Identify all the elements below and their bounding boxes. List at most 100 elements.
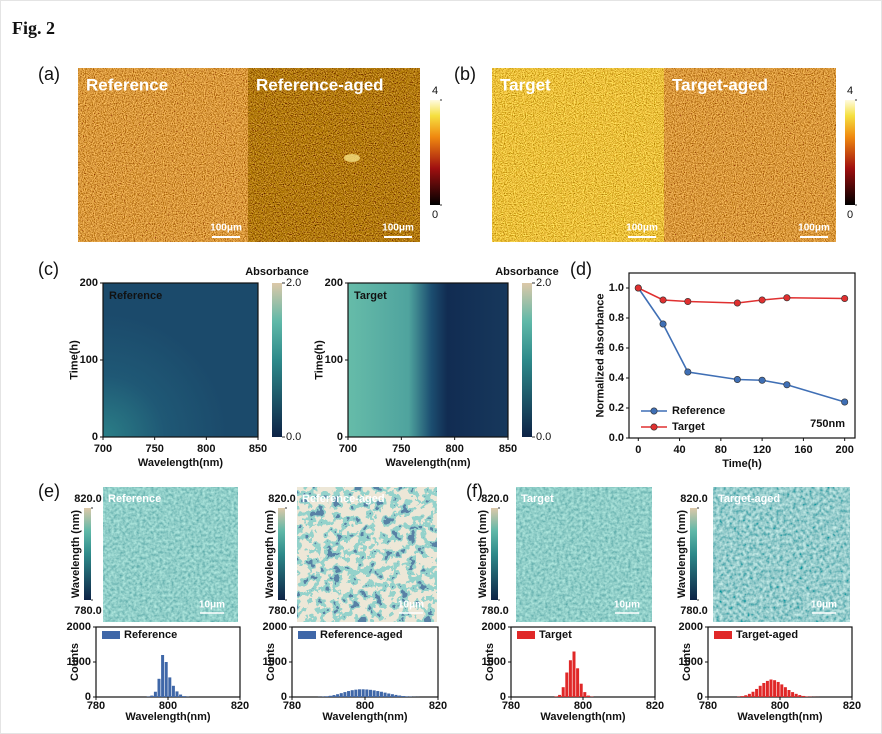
x-axis-label: Wavelength(nm) — [125, 711, 210, 723]
image-label: Target — [521, 493, 554, 505]
histogram-bar — [405, 696, 409, 697]
panel-label: (a) — [38, 64, 60, 84]
histogram-bar — [164, 662, 168, 697]
histogram-bar — [740, 696, 744, 697]
histogram-bar — [361, 689, 365, 697]
y-axis-label: Normalized absorbance — [594, 293, 606, 417]
histogram-bar — [383, 692, 387, 697]
x-tick-label: 800 — [445, 443, 463, 455]
legend-label: Reference — [124, 629, 177, 641]
histogram-bar — [554, 696, 558, 697]
image-label: Target — [500, 75, 551, 94]
data-point — [841, 294, 849, 302]
y-tick-label: 0.8 — [609, 312, 624, 324]
x-tick-label: 160 — [794, 444, 812, 456]
data-point — [758, 376, 766, 384]
x-tick-label: 0 — [635, 444, 641, 456]
x-tick-label: 820 — [429, 700, 447, 712]
legend-swatch — [298, 631, 316, 639]
histogram-bar — [171, 685, 175, 697]
histogram-bar — [579, 683, 583, 697]
annotation: 750nm — [810, 418, 845, 430]
histogram-bar — [561, 687, 565, 697]
y-tick-label: 1000 — [482, 656, 506, 668]
x-tick-label: 780 — [699, 700, 717, 712]
y-tick-label: 1000 — [67, 656, 91, 668]
x-tick-label: 800 — [356, 700, 374, 712]
y-tick-label: 2000 — [679, 621, 703, 633]
colorbar — [845, 100, 855, 205]
histogram-bar — [398, 695, 402, 697]
histogram-bar — [161, 655, 165, 697]
histogram-bar — [157, 678, 161, 697]
scale-bar-label: 100μm — [210, 223, 242, 234]
histogram-bar — [150, 695, 154, 697]
histogram-bar — [751, 691, 755, 697]
panel-label: (c) — [38, 259, 59, 279]
x-tick-label: 200 — [836, 444, 854, 456]
histogram-bar — [801, 695, 805, 697]
histogram-bar — [387, 693, 391, 697]
x-axis-label: Wavelength(nm) — [540, 711, 625, 723]
heatmap-title: Reference — [109, 290, 162, 302]
legend-label: Target-aged — [736, 629, 798, 641]
x-tick-label: 850 — [499, 443, 517, 455]
y-tick-label: 0.4 — [609, 372, 625, 384]
y-tick-label: 0.0 — [609, 432, 624, 444]
colorbar-tick-label: 820.0 — [268, 493, 296, 505]
image-label: Reference-aged — [302, 493, 385, 505]
data-point — [659, 296, 667, 304]
histogram-bar — [791, 692, 795, 697]
x-axis-label: Wavelength(nm) — [138, 457, 223, 469]
x-tick-label: 120 — [753, 444, 771, 456]
y-axis-label: Time(h) — [68, 340, 80, 380]
histogram-bar — [765, 680, 769, 697]
image-label: Reference — [86, 75, 168, 94]
histogram-bar — [572, 651, 576, 697]
colorbar — [690, 508, 697, 600]
y-tick-label: 0 — [281, 691, 287, 703]
legend-label: Reference-aged — [320, 629, 403, 641]
afm-image — [664, 68, 836, 242]
data-point — [783, 294, 791, 302]
colorbar-title: Wavelength (nm) — [70, 510, 82, 599]
y-tick-label: 0 — [92, 431, 98, 443]
colorbar — [278, 508, 285, 600]
histogram-bar — [586, 695, 590, 697]
histogram-bar — [394, 694, 398, 697]
scale-bar-label: 10μm — [199, 600, 225, 611]
y-axis-label: Counts — [69, 643, 81, 681]
heatmap-image — [103, 283, 258, 437]
histogram-bar — [175, 691, 179, 697]
colorbar-tick-label: 780.0 — [268, 605, 296, 617]
histogram-bar — [347, 691, 351, 697]
colorbar-tick-label: 2.0 — [286, 277, 301, 289]
y-tick-label: 100 — [80, 354, 98, 366]
colorbar-tick-label: 4 — [432, 85, 438, 97]
data-point — [783, 381, 791, 389]
map-image — [516, 487, 652, 622]
x-tick-label: 40 — [673, 444, 685, 456]
histogram-bar — [787, 690, 791, 697]
x-tick-label: 700 — [339, 443, 357, 455]
plot-frame — [628, 272, 856, 439]
colorbar — [430, 100, 440, 205]
histogram-bar — [744, 695, 748, 697]
histogram-bar — [805, 696, 809, 697]
scale-bar-label: 100μm — [382, 223, 414, 234]
histogram-bar — [401, 696, 405, 697]
y-tick-label: 0 — [500, 691, 506, 703]
data-point — [659, 320, 667, 328]
image-label: Reference-aged — [256, 75, 384, 94]
y-tick-label: 2000 — [482, 621, 506, 633]
histogram-bar — [558, 694, 562, 697]
x-tick-label: 800 — [574, 700, 592, 712]
y-tick-label: 200 — [80, 277, 98, 289]
x-tick-label: 750 — [392, 443, 410, 455]
colorbar-title: Wavelength (nm) — [477, 510, 489, 599]
x-tick-label: 850 — [249, 443, 267, 455]
colorbar — [491, 508, 498, 600]
colorbar-tick-label: 820.0 — [74, 493, 102, 505]
panel-label: (e) — [38, 481, 60, 501]
x-tick-label: 820 — [231, 700, 249, 712]
